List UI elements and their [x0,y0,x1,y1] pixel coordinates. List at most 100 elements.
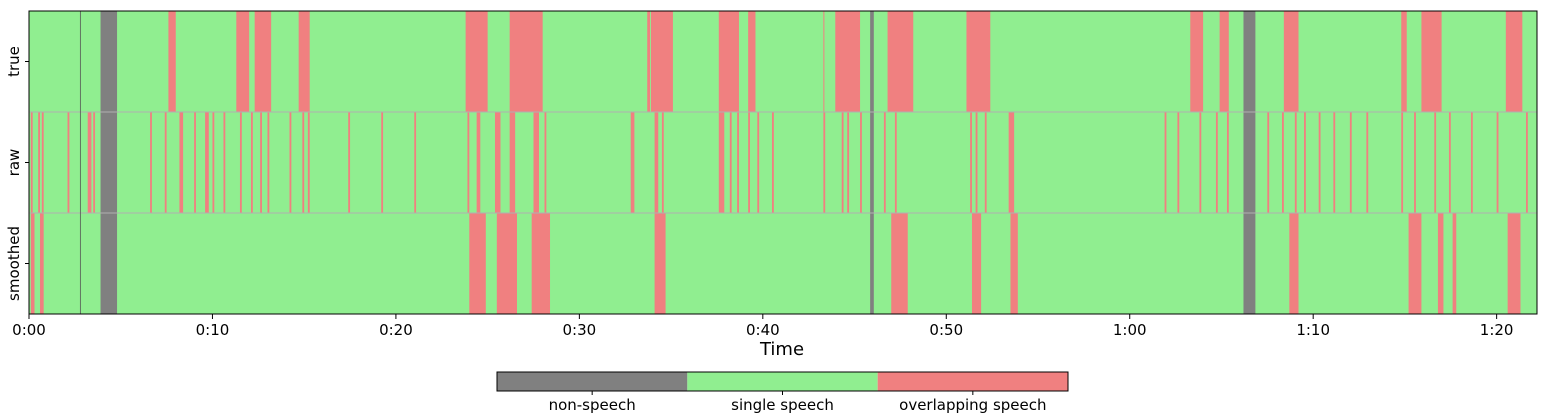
segment-overlapping-speech [205,112,209,213]
segment-overlapping-speech [223,112,226,213]
legend-label: overlapping speech [899,396,1046,414]
legend-swatch [877,372,1068,391]
segment-overlapping-speech [381,112,384,213]
segment-overlapping-speech [1219,11,1229,112]
segment-overlapping-speech [729,112,732,213]
segment-overlapping-speech [254,11,272,112]
segment-overlapping-speech [860,112,862,213]
segment-non-speech [870,213,874,314]
segment-overlapping-speech [1437,213,1444,314]
segment-overlapping-speech [1507,213,1521,314]
segment-overlapping-speech [971,213,982,314]
segment-overlapping-speech [984,112,987,213]
segment-overlapping-speech [1349,112,1352,213]
segment-overlapping-speech [661,112,664,213]
legend-colorbar: non-speech single speech overlapping speec… [496,371,1069,414]
legend-frame [496,371,1069,392]
row-background [29,213,1537,314]
segment-overlapping-speech [267,112,270,213]
segment-non-speech [1243,11,1256,112]
segment-overlapping-speech [654,213,666,314]
segment-overlapping-speech [1283,11,1299,112]
segment-overlapping-speech [30,213,35,314]
x-tick-label: 0:30 [563,321,597,339]
segment-overlapping-speech [1304,112,1306,213]
legend-label: non-speech [549,396,636,414]
segment-overlapping-speech [236,11,250,112]
segment-overlapping-speech [1448,112,1451,213]
segment-overlapping-speech [260,112,262,213]
x-tick-label: 1:00 [1113,321,1147,339]
segment-non-speech [1243,112,1256,213]
x-axis-title: Time [759,339,804,360]
legend-label: single speech [731,396,834,414]
segment-overlapping-speech [1010,213,1018,314]
segment-overlapping-speech [41,112,44,213]
segment-overlapping-speech [67,112,70,213]
segment-overlapping-speech [654,112,659,213]
segment-overlapping-speech [1294,112,1297,213]
segment-non-speech [870,11,874,112]
segment-overlapping-speech [841,112,844,213]
x-axis: 0:00 0:10 0:20 0:30 0:40 0:50 1:00 1:10 1:20 [12,314,1513,339]
segment-overlapping-speech [179,112,184,213]
row-label: raw [5,149,23,177]
segment-overlapping-speech [1199,112,1202,213]
segment-overlapping-speech [1496,112,1499,213]
timeline-rows [28,10,1538,315]
segment-overlapping-speech [823,112,826,213]
segment-overlapping-speech [239,112,242,213]
segment-overlapping-speech [414,112,417,213]
segment-overlapping-speech [302,112,305,213]
legend-entry-overlapping-speech: overlapping speech [877,372,1068,414]
segment-overlapping-speech [1505,11,1523,112]
segment-overlapping-speech [250,112,253,213]
segment-non-speech [100,112,118,213]
x-tick-label: 0:40 [746,321,780,339]
segment-overlapping-speech [531,213,551,314]
segment-overlapping-speech [1267,112,1270,213]
segment-overlapping-speech [975,112,978,213]
segment-overlapping-speech [1366,112,1369,213]
segment-overlapping-speech [40,213,44,314]
segment-overlapping-speech [847,112,850,213]
segment-overlapping-speech [1401,11,1407,112]
segment-overlapping-speech [496,213,517,314]
x-tick-label: 0:00 [12,321,46,339]
x-tick-label: 0:10 [196,321,230,339]
segment-overlapping-speech [757,112,760,213]
segment-overlapping-speech [509,112,516,213]
row-raw [29,112,1537,213]
x-tick-label: 1:10 [1296,321,1330,339]
segment-overlapping-speech [168,11,176,112]
row-true [29,11,1537,112]
segment-overlapping-speech [771,112,774,213]
segment-overlapping-speech [718,11,739,112]
segment-overlapping-speech [1318,112,1321,213]
segment-overlapping-speech [544,112,547,213]
segment-overlapping-speech [894,112,897,213]
segment-overlapping-speech [1401,112,1404,213]
segment-overlapping-speech [835,11,861,112]
segment-overlapping-speech [476,112,481,213]
segment-overlapping-speech [164,112,167,213]
row-label: smoothed [5,226,23,301]
x-tick-label: 1:20 [1480,321,1514,339]
segment-overlapping-speech [1470,112,1473,213]
segment-overlapping-speech [1408,213,1422,314]
segment-overlapping-speech [748,112,750,213]
segment-overlapping-speech [1421,11,1442,112]
segment-overlapping-speech [891,213,908,314]
segment-overlapping-speech [1434,112,1437,213]
segment-overlapping-speech [1289,213,1299,314]
segment-overlapping-speech [718,112,725,213]
segment-overlapping-speech [650,11,673,112]
segment-overlapping-speech [647,11,650,112]
segment-overlapping-speech [93,112,96,213]
segment-overlapping-speech [1177,112,1180,213]
segment-overlapping-speech [289,112,292,213]
segment-overlapping-speech [1525,112,1528,213]
segment-non-speech [870,112,874,213]
segment-overlapping-speech [748,11,756,112]
